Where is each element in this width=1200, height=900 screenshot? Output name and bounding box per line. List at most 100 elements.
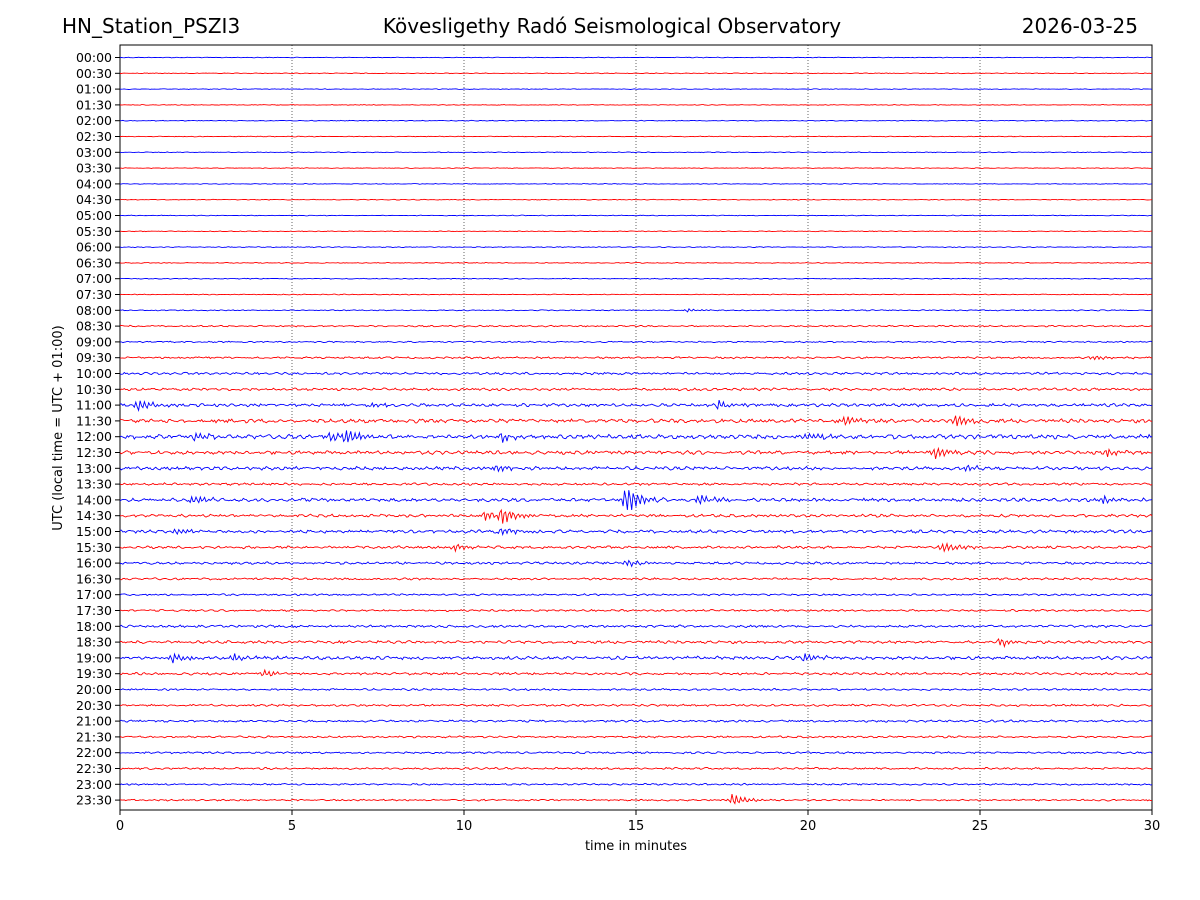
y-tick-label: 23:00 xyxy=(76,777,112,792)
trace-line xyxy=(119,652,1153,664)
trace-line xyxy=(119,608,1153,613)
y-tick-label: 08:30 xyxy=(76,319,112,334)
y-tick-label: 20:30 xyxy=(76,698,112,713)
y-tick-label: 16:30 xyxy=(76,571,112,586)
y-tick-label: 07:30 xyxy=(76,287,112,302)
y-tick-label: 11:30 xyxy=(76,413,112,428)
y-tick-label: 15:00 xyxy=(76,524,112,539)
trace-line xyxy=(119,703,1153,707)
trace-line xyxy=(119,415,1153,427)
y-axis: 00:0000:3001:0001:3002:0002:3003:0003:30… xyxy=(76,50,120,808)
trace-line xyxy=(120,119,1153,122)
y-tick-label: 09:30 xyxy=(76,350,112,365)
x-axis: 0 5 10 15 20 25 30 xyxy=(116,810,1160,834)
trace-line xyxy=(119,719,1153,723)
y-tick-label: 08:00 xyxy=(76,303,112,318)
trace-line xyxy=(119,355,1153,361)
y-tick-label: 22:00 xyxy=(76,745,112,760)
trace-line xyxy=(119,751,1153,755)
trace-line xyxy=(119,88,1153,90)
y-tick-label: 04:00 xyxy=(76,176,112,191)
trace-line xyxy=(119,794,1153,805)
trace-line xyxy=(119,214,1153,217)
y-tick-label: 14:00 xyxy=(76,492,112,507)
x-axis-label: time in minutes xyxy=(585,839,687,854)
y-tick-label: 18:00 xyxy=(76,619,112,634)
trace-layer xyxy=(119,56,1153,805)
y-tick-label: 19:30 xyxy=(76,666,112,681)
grid-lines xyxy=(291,45,981,810)
trace-line xyxy=(119,56,1153,59)
trace-line xyxy=(120,135,1153,138)
trace-line xyxy=(119,735,1153,739)
x-tick-label: 0 xyxy=(116,819,124,834)
y-tick-label: 21:00 xyxy=(76,714,112,729)
y-tick-label: 06:00 xyxy=(76,240,112,255)
y-tick-label: 09:00 xyxy=(76,334,112,349)
y-tick-label: 12:00 xyxy=(76,429,112,444)
trace-line xyxy=(119,262,1153,264)
y-tick-label: 15:30 xyxy=(76,540,112,555)
y-tick-label: 23:30 xyxy=(76,793,112,808)
x-tick-label: 5 xyxy=(288,819,296,834)
trace-line xyxy=(119,371,1153,376)
y-tick-label: 10:30 xyxy=(76,382,112,397)
y-tick-label: 05:30 xyxy=(76,224,112,239)
trace-line xyxy=(119,482,1153,486)
y-tick-label: 21:30 xyxy=(76,729,112,744)
y-tick-label: 14:30 xyxy=(76,508,112,523)
y-tick-label: 00:30 xyxy=(76,66,112,81)
trace-line xyxy=(119,559,1152,568)
y-tick-label: 13:30 xyxy=(76,477,112,492)
x-tick-label: 25 xyxy=(972,819,989,834)
x-tick-label: 15 xyxy=(628,819,645,834)
trace-line xyxy=(119,183,1153,185)
trace-line xyxy=(119,541,1153,553)
y-tick-label: 12:30 xyxy=(76,445,112,460)
trace-line xyxy=(119,593,1153,597)
trace-line xyxy=(119,464,1153,473)
trace-line xyxy=(120,340,1153,344)
x-tick-label: 30 xyxy=(1144,819,1161,834)
trace-line xyxy=(119,246,1152,248)
y-tick-label: 19:00 xyxy=(76,650,112,665)
y-tick-label: 07:00 xyxy=(76,271,112,286)
trace-line xyxy=(119,528,1153,537)
y-tick-label: 01:30 xyxy=(76,97,112,112)
y-tick-label: 03:00 xyxy=(76,145,112,160)
trace-line xyxy=(119,293,1153,296)
y-tick-label: 01:00 xyxy=(76,82,112,97)
y-tick-label: 00:00 xyxy=(76,50,112,65)
trace-line xyxy=(119,624,1153,629)
y-tick-label: 17:00 xyxy=(76,587,112,602)
record-date: 2026-03-25 xyxy=(1021,14,1138,38)
y-tick-label: 16:00 xyxy=(76,556,112,571)
trace-line xyxy=(119,324,1153,328)
chart-title: Kövesligethy Radó Seismological Observat… xyxy=(382,14,842,38)
trace-line xyxy=(119,167,1152,169)
trace-line xyxy=(119,638,1153,649)
x-tick-label: 10 xyxy=(456,819,473,834)
y-tick-label: 17:30 xyxy=(76,603,112,618)
y-tick-label: 13:00 xyxy=(76,461,112,476)
y-tick-label: 06:30 xyxy=(76,255,112,270)
trace-line xyxy=(119,577,1153,581)
y-tick-label: 22:30 xyxy=(76,761,112,776)
trace-line xyxy=(119,430,1153,443)
y-tick-label: 10:00 xyxy=(76,366,112,381)
station-name: HN_Station_PSZI3 xyxy=(62,14,241,38)
y-axis-label: UTC (local time = UTC + 01:00) xyxy=(51,325,66,530)
trace-line xyxy=(119,508,1153,524)
x-tick-label: 20 xyxy=(800,819,817,834)
y-tick-label: 04:30 xyxy=(76,192,112,207)
trace-line xyxy=(119,446,1153,459)
trace-line xyxy=(119,782,1153,786)
trace-line xyxy=(119,490,1153,511)
trace-line xyxy=(120,72,1153,75)
trace-line xyxy=(119,687,1153,692)
trace-line xyxy=(119,387,1153,392)
trace-line xyxy=(119,308,1153,313)
trace-line xyxy=(119,399,1153,412)
trace-line xyxy=(119,766,1153,771)
